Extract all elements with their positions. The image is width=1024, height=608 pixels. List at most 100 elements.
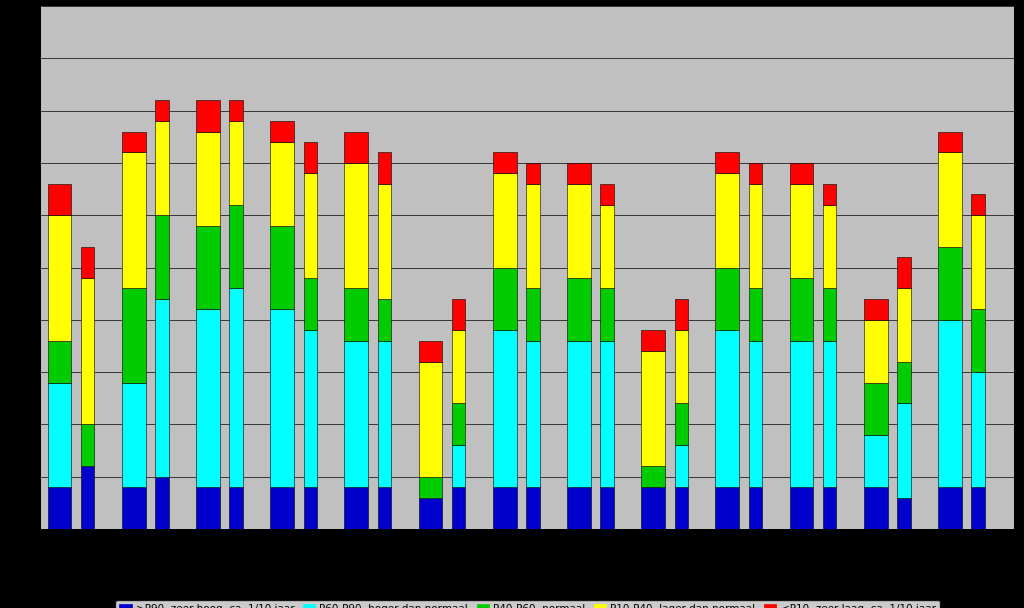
Bar bbox=[304, 278, 317, 330]
Bar bbox=[790, 163, 813, 184]
Bar bbox=[48, 487, 72, 529]
Bar bbox=[864, 320, 888, 382]
Bar bbox=[938, 247, 962, 320]
Bar bbox=[156, 299, 169, 477]
Bar bbox=[897, 404, 910, 497]
Bar bbox=[378, 487, 391, 529]
Bar bbox=[790, 278, 813, 340]
Bar bbox=[790, 340, 813, 487]
Bar bbox=[229, 205, 243, 288]
Bar bbox=[229, 487, 243, 529]
Bar bbox=[790, 487, 813, 529]
Bar bbox=[196, 309, 220, 487]
Bar bbox=[48, 340, 72, 382]
Bar bbox=[270, 487, 294, 529]
Bar bbox=[600, 288, 613, 340]
Bar bbox=[823, 340, 837, 487]
Bar bbox=[567, 487, 591, 529]
Bar bbox=[304, 173, 317, 278]
Bar bbox=[81, 278, 94, 424]
Bar bbox=[864, 382, 888, 435]
Bar bbox=[749, 163, 762, 184]
Bar bbox=[419, 340, 442, 362]
Bar bbox=[897, 288, 910, 362]
Bar bbox=[452, 299, 465, 330]
Bar bbox=[344, 163, 369, 288]
Bar bbox=[749, 487, 762, 529]
Bar bbox=[526, 163, 540, 184]
Bar bbox=[526, 340, 540, 487]
Bar bbox=[938, 153, 962, 247]
Bar bbox=[156, 215, 169, 299]
Bar bbox=[749, 288, 762, 340]
Bar bbox=[493, 330, 516, 487]
Bar bbox=[675, 330, 688, 404]
Bar bbox=[419, 497, 442, 529]
Bar bbox=[493, 153, 516, 173]
Bar bbox=[972, 372, 985, 487]
Bar bbox=[452, 487, 465, 529]
Bar bbox=[378, 340, 391, 487]
Bar bbox=[790, 184, 813, 278]
Bar bbox=[567, 184, 591, 278]
Bar bbox=[675, 404, 688, 445]
Bar bbox=[122, 288, 145, 382]
Bar bbox=[823, 205, 837, 288]
Bar bbox=[270, 121, 294, 142]
Bar bbox=[156, 477, 169, 529]
Bar bbox=[452, 445, 465, 487]
Bar bbox=[344, 487, 369, 529]
Bar bbox=[600, 487, 613, 529]
Bar bbox=[122, 131, 145, 153]
Bar bbox=[378, 153, 391, 184]
Bar bbox=[48, 382, 72, 487]
Bar bbox=[716, 153, 739, 173]
Bar bbox=[641, 466, 665, 487]
Bar bbox=[600, 340, 613, 487]
Bar bbox=[81, 247, 94, 278]
Bar bbox=[864, 487, 888, 529]
Bar bbox=[229, 288, 243, 487]
Bar bbox=[716, 268, 739, 330]
Bar bbox=[378, 299, 391, 340]
Bar bbox=[419, 477, 442, 497]
Bar bbox=[344, 340, 369, 487]
Bar bbox=[972, 487, 985, 529]
Bar bbox=[48, 215, 72, 340]
Bar bbox=[823, 184, 837, 205]
Bar bbox=[823, 487, 837, 529]
Bar bbox=[972, 195, 985, 215]
Bar bbox=[229, 121, 243, 205]
Bar bbox=[270, 226, 294, 309]
Bar bbox=[526, 288, 540, 340]
Bar bbox=[938, 487, 962, 529]
Bar bbox=[156, 121, 169, 215]
Bar bbox=[675, 299, 688, 330]
Bar bbox=[972, 309, 985, 372]
Bar bbox=[938, 131, 962, 153]
Bar bbox=[270, 309, 294, 487]
Bar bbox=[749, 340, 762, 487]
Bar bbox=[641, 351, 665, 466]
Bar bbox=[716, 173, 739, 268]
Bar bbox=[122, 153, 145, 288]
Bar bbox=[716, 330, 739, 487]
Bar bbox=[567, 278, 591, 340]
Bar bbox=[229, 100, 243, 121]
Bar bbox=[196, 487, 220, 529]
Bar bbox=[938, 320, 962, 487]
Bar bbox=[196, 131, 220, 226]
Bar bbox=[526, 184, 540, 288]
Bar bbox=[567, 163, 591, 184]
Bar bbox=[196, 100, 220, 131]
Bar bbox=[81, 466, 94, 529]
Bar bbox=[419, 362, 442, 477]
Bar bbox=[600, 205, 613, 288]
Bar bbox=[864, 299, 888, 320]
Bar bbox=[156, 100, 169, 121]
Bar bbox=[270, 142, 294, 226]
Bar bbox=[864, 435, 888, 487]
Bar bbox=[567, 340, 591, 487]
Bar bbox=[122, 382, 145, 487]
Bar bbox=[823, 288, 837, 340]
